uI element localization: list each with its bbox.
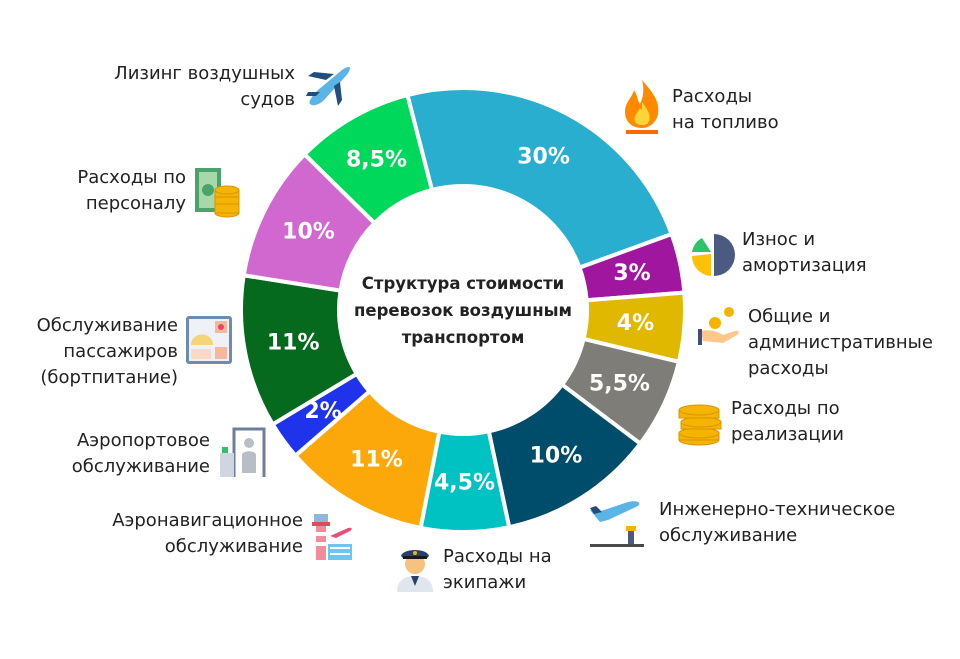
label-line: расходы bbox=[748, 358, 829, 379]
meal-tray-icon bbox=[186, 316, 232, 364]
chart-title-line-1: Структура стоимости bbox=[362, 274, 564, 293]
label-line: персоналу bbox=[85, 193, 186, 214]
label-depreciation: Износ и амортизация bbox=[742, 227, 867, 279]
label-line: Инженерно-техническое bbox=[659, 499, 896, 520]
label-line: Расходы на bbox=[443, 546, 552, 567]
segment-value-label: 10% bbox=[530, 443, 583, 468]
security-gate-icon bbox=[220, 427, 266, 477]
label-sales: Расходы по реализации bbox=[731, 396, 844, 448]
label-personnel: Расходы по персоналу bbox=[77, 165, 186, 217]
segment-value-label: 8,5% bbox=[346, 148, 407, 173]
segment-value-label: 11% bbox=[350, 447, 403, 472]
label-airport: Аэропортовое обслуживание bbox=[72, 428, 210, 480]
donut-segment bbox=[404, 86, 675, 271]
label-line: экипажи bbox=[443, 572, 527, 593]
label-admin: Общие и административные расходы bbox=[748, 304, 933, 382]
label-line: обслуживание bbox=[659, 525, 798, 546]
label-line: амортизация bbox=[742, 255, 867, 276]
label-fuel: Расходы на топливо bbox=[672, 84, 779, 136]
label-line: обслуживание bbox=[71, 456, 210, 477]
label-line: Лизинг воздушных bbox=[114, 63, 295, 84]
label-line: реализации bbox=[731, 424, 844, 445]
segment-value-label: 3% bbox=[613, 261, 650, 286]
label-line: Аэропортовое bbox=[76, 430, 210, 451]
chart-title-line-2: перевозок воздушным bbox=[354, 301, 572, 320]
segment-value-label: 2% bbox=[304, 399, 341, 424]
label-crew: Расходы на экипажи bbox=[443, 544, 552, 596]
label-line: Обслуживание bbox=[36, 315, 178, 336]
label-line: Общие и bbox=[748, 306, 831, 327]
label-maintenance: Инженерно-техническое обслуживание bbox=[659, 497, 895, 549]
donut-segment bbox=[301, 92, 435, 226]
label-passenger-service: Обслуживание пассажиров (бортпитание) bbox=[37, 313, 178, 391]
label-line: административные bbox=[748, 332, 933, 353]
segment-value-label: 30% bbox=[517, 144, 570, 169]
chart-title-line-3: транспортом bbox=[402, 328, 525, 347]
label-line: на топливо bbox=[672, 112, 779, 133]
segment-value-label: 5,5% bbox=[589, 371, 650, 396]
fire-icon bbox=[625, 80, 659, 134]
label-line: (бортпитание) bbox=[40, 367, 178, 388]
label-line: Расходы bbox=[672, 86, 753, 107]
segment-value-label: 4% bbox=[617, 311, 654, 336]
coins-stack-icon bbox=[678, 404, 722, 446]
control-tower-icon bbox=[312, 514, 352, 560]
hand-coins-icon bbox=[698, 307, 739, 345]
pie-chart-icon bbox=[692, 234, 735, 276]
segment-value-label: 11% bbox=[267, 331, 320, 356]
label-air-navigation: Аэронавигационное обслуживание bbox=[112, 508, 303, 560]
label-line: Аэронавигационное bbox=[112, 510, 303, 531]
label-leasing: Лизинг воздушных судов bbox=[114, 61, 295, 113]
label-line: обслуживание bbox=[164, 536, 303, 557]
pilot-icon bbox=[397, 550, 433, 592]
label-line: пассажиров bbox=[63, 341, 178, 362]
airplane-icon bbox=[306, 66, 350, 106]
airplane-tower-icon bbox=[590, 501, 644, 547]
money-coins-icon bbox=[195, 168, 240, 218]
label-line: Износ и bbox=[742, 229, 816, 250]
segment-value-label: 10% bbox=[282, 220, 335, 245]
label-line: судов bbox=[240, 89, 295, 110]
segment-value-label: 4,5% bbox=[434, 470, 495, 495]
label-line: Расходы по bbox=[731, 398, 840, 419]
label-line: Расходы по bbox=[77, 167, 186, 188]
